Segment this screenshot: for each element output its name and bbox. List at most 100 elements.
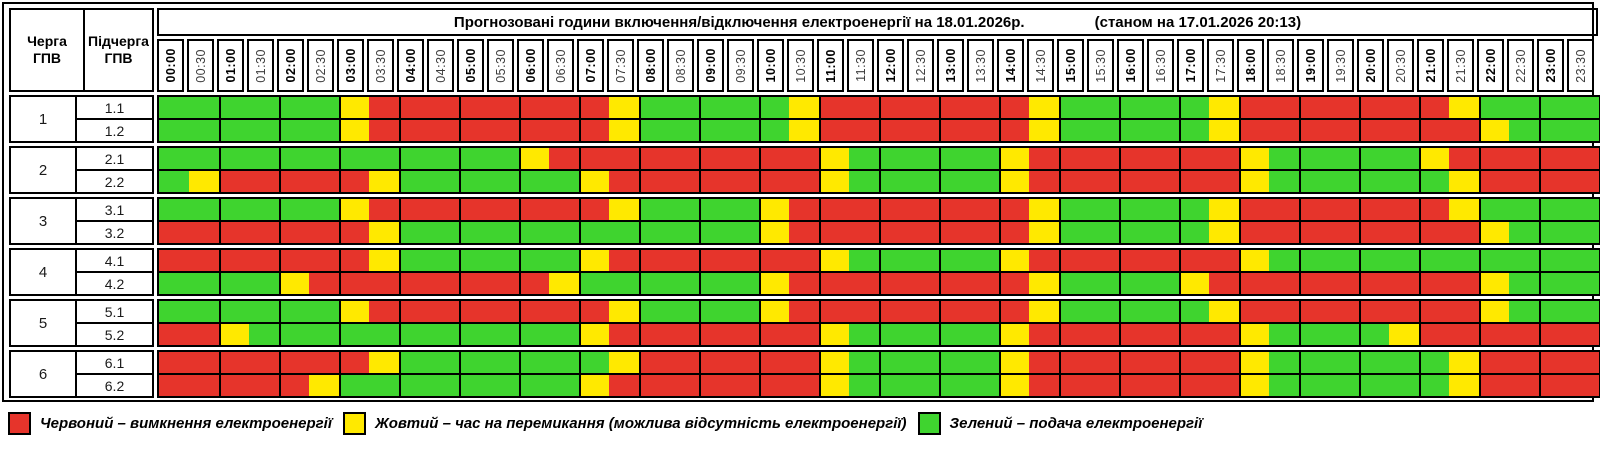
slot-cell — [819, 171, 849, 192]
slot-cell — [1119, 301, 1149, 322]
slot-cell — [879, 148, 909, 169]
slot-cell — [699, 250, 729, 271]
slot-cell — [1119, 324, 1149, 345]
slot-cell — [999, 97, 1029, 118]
slot-cell — [309, 199, 339, 220]
slot-cell — [1089, 97, 1119, 118]
slot-cell — [699, 199, 729, 220]
slot-cell — [1359, 120, 1389, 141]
slot-cell — [609, 301, 639, 322]
slot-cell — [1149, 148, 1179, 169]
time-label-cell: 18:30 — [1267, 39, 1294, 92]
slot-cell — [369, 97, 399, 118]
slot-cell — [369, 148, 399, 169]
slot-cell — [519, 120, 549, 141]
slot-cell — [849, 199, 879, 220]
slot-cell — [309, 301, 339, 322]
slot-cell — [1029, 148, 1059, 169]
slot-cell — [909, 301, 939, 322]
slot-cell — [729, 97, 759, 118]
slot-cell — [249, 148, 279, 169]
queue-groups: 1 1.1 1.2 2 2.1 2.2 3 3.1 3.2 4 4.1 4.2 5 5.1 5.2 6 6.1 6… — [9, 95, 1600, 398]
slot-cell — [1269, 375, 1299, 396]
time-label-text: 08:30 — [673, 48, 688, 83]
slot-cell — [699, 352, 729, 373]
time-label-cell: 23:30 — [1567, 39, 1594, 92]
slot-cell — [1059, 171, 1089, 192]
slot-cell — [879, 120, 909, 141]
slot-cell — [1449, 324, 1479, 345]
slot-cell — [1569, 148, 1599, 169]
slot-cell — [159, 250, 189, 271]
slot-cell — [489, 273, 519, 294]
slot-cell — [579, 324, 609, 345]
slot-cell — [1299, 148, 1329, 169]
slot-cell — [1419, 250, 1449, 271]
slot-cell — [849, 375, 879, 396]
slot-cell — [609, 148, 639, 169]
slot-cell — [159, 97, 189, 118]
slot-cell — [1179, 199, 1209, 220]
slot-cell — [1479, 352, 1509, 373]
slot-cell — [969, 199, 999, 220]
time-label-text: 05:00 — [463, 48, 478, 83]
time-label-cell: 20:30 — [1387, 39, 1414, 92]
slot-cell — [1419, 273, 1449, 294]
slot-cell — [1269, 352, 1299, 373]
slot-cell — [939, 301, 969, 322]
slot-cell — [249, 250, 279, 271]
slot-cell — [519, 273, 549, 294]
queue-label-box: 5 5.1 5.2 — [9, 299, 154, 347]
slot-cell — [669, 301, 699, 322]
time-label-text: 02:00 — [283, 48, 298, 83]
slot-cell — [579, 250, 609, 271]
time-label-cell: 16:30 — [1147, 39, 1174, 92]
slot-cell — [879, 273, 909, 294]
time-label-text: 06:00 — [523, 48, 538, 83]
time-label-cell: 14:30 — [1027, 39, 1054, 92]
slot-cell — [459, 250, 489, 271]
slot-cell — [279, 273, 309, 294]
slot-cell — [459, 301, 489, 322]
slot-cell — [699, 375, 729, 396]
slot-cell — [429, 375, 459, 396]
slot-cell — [219, 250, 249, 271]
slot-cell — [369, 273, 399, 294]
slot-cell — [849, 273, 879, 294]
slot-cell — [849, 97, 879, 118]
slot-cell — [1179, 250, 1209, 271]
slot-cell — [1329, 324, 1359, 345]
slot-cell — [1569, 97, 1599, 118]
slot-cell — [429, 352, 459, 373]
slot-cell — [729, 301, 759, 322]
slot-cell — [1539, 148, 1569, 169]
slot-cell — [1449, 222, 1479, 243]
slot-cell — [879, 250, 909, 271]
slot-cell — [909, 199, 939, 220]
slot-cell — [969, 97, 999, 118]
slot-cell — [1389, 97, 1419, 118]
slot-cell — [1479, 250, 1509, 271]
slot-cell — [1359, 301, 1389, 322]
slot-cell — [309, 324, 339, 345]
slot-cell — [459, 148, 489, 169]
slot-cell — [669, 199, 699, 220]
time-label-cell: 11:30 — [847, 39, 874, 92]
slot-cell — [849, 171, 879, 192]
slot-cell — [879, 171, 909, 192]
slot-cell — [1389, 375, 1419, 396]
slot-cell — [279, 301, 309, 322]
slot-cell — [669, 148, 699, 169]
time-label-text: 19:00 — [1303, 48, 1318, 83]
slot-cell — [1059, 222, 1089, 243]
slot-cell — [1479, 120, 1509, 141]
schedule-row-4.2 — [159, 273, 1599, 294]
slot-cell — [699, 222, 729, 243]
slot-cell — [1209, 148, 1239, 169]
time-label-text: 05:30 — [493, 48, 508, 83]
slot-cell — [1329, 97, 1359, 118]
slot-cell — [1209, 120, 1239, 141]
slot-cell — [639, 352, 669, 373]
time-label-cell: 16:00 — [1117, 39, 1144, 92]
time-label-text: 02:30 — [313, 48, 328, 83]
